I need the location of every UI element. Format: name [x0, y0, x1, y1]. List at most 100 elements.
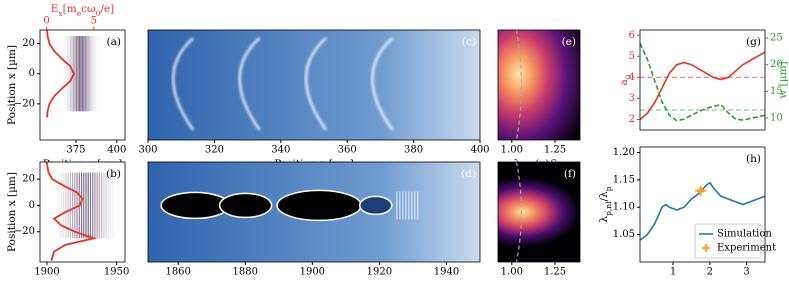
panel-label: (d) [461, 168, 476, 180]
field-stripe [93, 36, 95, 112]
field-stripe [65, 172, 67, 239]
x2-axis-label-part: E [51, 3, 59, 15]
y-tick-label: −20 [14, 98, 35, 109]
y-axis-label: Position x [µm] [6, 172, 18, 252]
x2-axis-label-part: /e] [100, 3, 114, 15]
x-tick-label: 380 [404, 145, 423, 156]
y2-tick-label: 15 [770, 86, 783, 97]
field-stripe [83, 172, 85, 239]
panel-content [40, 30, 125, 140]
x-tick-label: 1900 [300, 267, 325, 278]
x-tick-label: 400 [107, 145, 126, 156]
x2-axis-label-part: cω [81, 3, 96, 15]
legend-box [694, 223, 762, 259]
field-stripe [65, 36, 67, 112]
panel-label: (f) [564, 168, 576, 180]
panel-content [148, 30, 480, 140]
x-tick-label: 400 [470, 145, 489, 156]
y-axis-label-part: /λ [598, 191, 610, 202]
panel-frame [147, 161, 481, 263]
field-stripe [69, 36, 72, 112]
bubble [358, 195, 393, 216]
panel-frame [39, 29, 126, 141]
field-stripe [80, 36, 82, 112]
field-stripe [69, 172, 71, 239]
field-stripe [67, 36, 69, 112]
field-stripe [63, 36, 64, 111]
laser-stripe [411, 191, 413, 220]
field-stripe [100, 172, 103, 239]
field-stripe [98, 172, 100, 239]
x-tick-label: 375 [66, 145, 85, 156]
field-stripe [74, 172, 76, 239]
field-stripe [87, 172, 89, 239]
panel-content [498, 30, 580, 140]
panel-label: (g) [746, 36, 761, 48]
y-tick-label: 5 [629, 51, 635, 62]
y-axis-label: λp,nl/λp [598, 186, 613, 222]
x-tick-label: 3 [743, 267, 749, 278]
field-stripe [89, 36, 91, 112]
legend-label: Simulation [717, 229, 772, 240]
series-line [640, 42, 765, 122]
x-tick-label: 1.25 [544, 145, 566, 156]
y-tick-label: 1.10 [613, 202, 635, 213]
y-tick-label: 3 [629, 93, 635, 104]
panel-content [498, 162, 580, 262]
y-tick-label: −20 [14, 226, 35, 237]
panel-label: (b) [106, 168, 121, 180]
field-stripe [103, 172, 105, 239]
field-stripe [84, 36, 86, 112]
heatmap-bg [498, 30, 580, 140]
x2-tick-label: 5 [91, 16, 97, 27]
field-stripe [86, 36, 88, 112]
wake-front [304, 37, 328, 131]
field-stripe [107, 172, 109, 239]
field-stripe [60, 172, 63, 239]
field-stripe [98, 36, 99, 111]
x2-axis-label-part: x [58, 9, 63, 18]
field-stripe [112, 172, 114, 239]
wake-front [371, 37, 394, 131]
panel-label: (h) [746, 153, 761, 165]
field-stripe [81, 36, 83, 112]
x-tick-label: 1880 [233, 267, 258, 278]
y-axis-label: Position x [µm] [6, 45, 18, 125]
field-stripe [77, 36, 79, 112]
x-tick-label: 1.00 [501, 267, 523, 278]
wake-front [172, 37, 195, 131]
x-tick-label: 300 [138, 145, 157, 156]
y-tick-label: 4 [629, 72, 635, 83]
laser-stripe [417, 191, 419, 220]
x2-axis-label-part: 0 [96, 9, 101, 18]
field-stripe [92, 172, 94, 239]
field-stripe [92, 36, 94, 112]
y2-tick-label: 20 [770, 59, 783, 70]
panel-frame [147, 29, 481, 141]
panel-frame [39, 161, 126, 263]
laser-stripe [396, 191, 398, 220]
panel-content [40, 162, 125, 262]
field-stripe [83, 36, 85, 112]
field-stripe [71, 36, 73, 112]
field-stripe [68, 36, 70, 112]
field-stripe [64, 36, 65, 111]
field-stripe [72, 172, 74, 239]
panel-content [640, 42, 765, 122]
y-tick-label: 1.20 [613, 147, 635, 158]
x2-axis-label-part: [m [63, 3, 77, 15]
x2-axis-label-part: e [77, 9, 82, 18]
x-tick-label: 320 [205, 145, 224, 156]
x2-axis-label: Ex[mecω0/e] [51, 3, 115, 18]
field-stripe [89, 172, 92, 239]
field-stripe [85, 172, 87, 239]
x-tick-label: 2 [707, 267, 713, 278]
field-stripe [87, 36, 89, 112]
panel-content [148, 162, 480, 262]
field-stripe [94, 36, 97, 112]
field-stripe [58, 172, 60, 239]
field-stripe [80, 172, 83, 239]
legend-swatch [701, 243, 711, 253]
x-tick-label: 1.00 [501, 145, 523, 156]
